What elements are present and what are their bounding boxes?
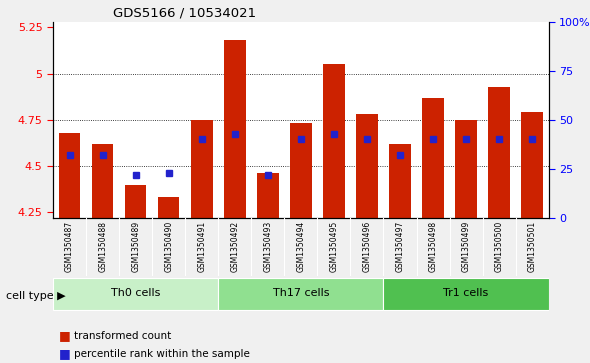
Text: GSM1350493: GSM1350493 (263, 221, 273, 272)
Text: GSM1350500: GSM1350500 (494, 221, 504, 272)
Bar (384, 278, 549, 310)
Text: GSM1350490: GSM1350490 (164, 221, 173, 272)
Text: percentile rank within the sample: percentile rank within the sample (74, 349, 250, 359)
Bar (125, 184, 146, 218)
Bar (53, 278, 218, 310)
Bar (522, 113, 543, 218)
Bar (218, 278, 384, 310)
Bar (356, 114, 378, 218)
Bar (323, 64, 345, 218)
Text: GSM1350497: GSM1350497 (395, 221, 405, 272)
Text: Tr1 cells: Tr1 cells (444, 288, 489, 298)
Text: GSM1350492: GSM1350492 (230, 221, 240, 272)
Text: GSM1350494: GSM1350494 (296, 221, 306, 272)
Text: Th0 cells: Th0 cells (111, 288, 160, 298)
Text: GDS5166 / 10534021: GDS5166 / 10534021 (113, 6, 255, 19)
Bar (257, 174, 278, 218)
Bar (290, 123, 312, 218)
Text: GSM1350488: GSM1350488 (98, 221, 107, 272)
Text: GSM1350496: GSM1350496 (362, 221, 372, 272)
Text: cell type ▶: cell type ▶ (6, 291, 65, 301)
Bar (59, 133, 80, 218)
Bar (158, 197, 179, 218)
Text: Th17 cells: Th17 cells (273, 288, 329, 298)
Text: GSM1350495: GSM1350495 (329, 221, 339, 272)
Text: GSM1350498: GSM1350498 (428, 221, 438, 272)
Text: ■: ■ (59, 329, 71, 342)
Text: GSM1350499: GSM1350499 (461, 221, 471, 272)
Bar (191, 120, 212, 218)
Text: GSM1350491: GSM1350491 (197, 221, 206, 272)
Bar (389, 144, 411, 218)
Text: ■: ■ (59, 347, 71, 360)
Text: GSM1350489: GSM1350489 (131, 221, 140, 272)
Text: transformed count: transformed count (74, 331, 171, 341)
Bar (224, 40, 245, 218)
Text: GSM1350501: GSM1350501 (527, 221, 537, 272)
Bar (489, 86, 510, 218)
Bar (92, 144, 113, 218)
Bar (422, 98, 444, 218)
Bar (455, 120, 477, 218)
Text: GSM1350487: GSM1350487 (65, 221, 74, 272)
